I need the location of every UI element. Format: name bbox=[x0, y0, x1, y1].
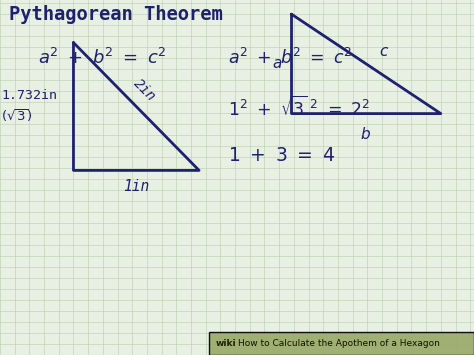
Text: wiki: wiki bbox=[216, 339, 237, 348]
Text: $b$: $b$ bbox=[359, 126, 371, 142]
Text: $1\ +\ 3\ =\ 4$: $1\ +\ 3\ =\ 4$ bbox=[228, 146, 335, 165]
Text: $a$: $a$ bbox=[272, 56, 282, 71]
FancyBboxPatch shape bbox=[209, 332, 474, 355]
Text: $c$: $c$ bbox=[379, 44, 389, 59]
Text: 1.732in
$(\sqrt{3})$: 1.732in $(\sqrt{3})$ bbox=[1, 89, 57, 124]
Text: $a^2\ +\ b^2\ =\ c^2$: $a^2\ +\ b^2\ =\ c^2$ bbox=[38, 48, 167, 68]
Text: Pythagorean Theorem: Pythagorean Theorem bbox=[9, 5, 223, 24]
Text: $1^2\ +\ \sqrt{3}^{\ 2}\ =\ 2^2$: $1^2\ +\ \sqrt{3}^{\ 2}\ =\ 2^2$ bbox=[228, 96, 370, 120]
Text: How to Calculate the Apothem of a Hexagon: How to Calculate the Apothem of a Hexago… bbox=[238, 339, 440, 348]
Text: $a^2\ +\ b^2\ =\ c^2$: $a^2\ +\ b^2\ =\ c^2$ bbox=[228, 48, 352, 68]
Text: 2in: 2in bbox=[131, 77, 158, 104]
Text: 1in: 1in bbox=[123, 179, 149, 194]
